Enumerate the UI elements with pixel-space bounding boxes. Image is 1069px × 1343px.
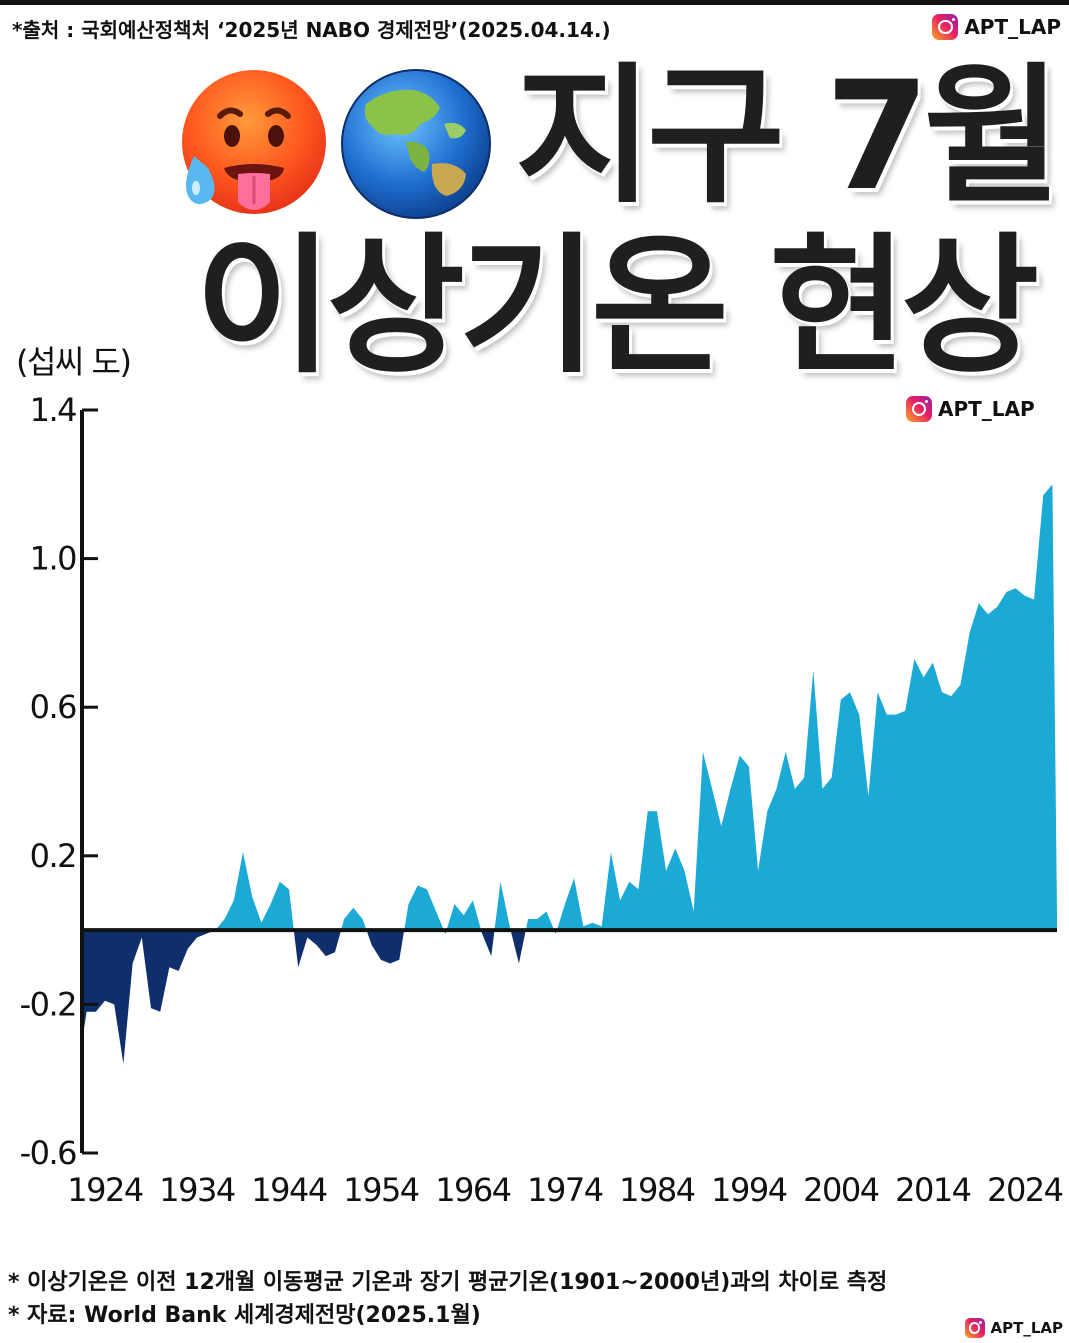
x-tick-label: 1964: [435, 1171, 511, 1209]
y-tick-label: 0.2: [30, 837, 76, 875]
x-tick-label: 1994: [711, 1171, 787, 1209]
footnote-source: * 자료: World Bank 세계경제전망(2025.1월): [8, 1303, 481, 1328]
top-border: [0, 0, 1069, 5]
brand-watermark-mid: APT_LAP: [906, 396, 1035, 422]
instagram-icon: [964, 1318, 985, 1338]
brand-watermark-top: APT_LAP: [932, 14, 1061, 40]
brand-watermark-bottom: APT_LAP: [964, 1318, 1064, 1338]
negative-anomaly-area: [82, 930, 1057, 1064]
x-tick-label: 2004: [803, 1171, 879, 1209]
y-tick-label: 1.0: [30, 540, 77, 578]
footnote-definition: * 이상기온은 이전 12개월 이동평균 기온과 장기 평균기온(1901~20…: [8, 1270, 888, 1295]
x-tick-label: 1924: [67, 1171, 143, 1209]
chart-areas: [82, 484, 1057, 1064]
x-tick-label: 2024: [987, 1171, 1063, 1209]
y-tick-label: 1.4: [30, 391, 77, 429]
x-tick-label: 2014: [895, 1171, 971, 1209]
y-axis-label: (섭씨 도): [16, 343, 130, 381]
instagram-icon: [906, 396, 932, 422]
instagram-icon: [932, 14, 959, 40]
brand-label: APT_LAP: [990, 1319, 1064, 1337]
y-axis-ticks: -0.6 -0.2 0.2 0.6 1.0 1.4: [20, 391, 98, 1172]
x-axis-ticks: 1924 1934 1944 1954 1964 1974 1984 1994 2004 2014…: [67, 1171, 1064, 1209]
y-tick-label: -0.2: [20, 985, 76, 1023]
hot-face-emoji-icon: [182, 70, 326, 214]
x-tick-label: 1934: [159, 1171, 235, 1209]
x-tick-label: 1984: [619, 1171, 695, 1209]
x-tick-label: 1944: [251, 1171, 327, 1209]
positive-anomaly-area: [82, 484, 1057, 931]
globe-emoji-icon: [341, 69, 491, 219]
source-note: *출처 : 국회예산정책처 ‘2025년 NABO 경제전망’(2025.04.…: [12, 18, 611, 42]
brand-label: APT_LAP: [964, 15, 1061, 39]
brand-label: APT_LAP: [938, 397, 1035, 421]
title-line-2: 이상기온 현상: [195, 220, 1039, 394]
y-tick-label: -0.6: [20, 1134, 77, 1172]
title-line-1: 지구 7월: [515, 50, 1062, 224]
x-tick-label: 1954: [343, 1171, 419, 1209]
x-tick-label: 1974: [527, 1171, 603, 1209]
y-tick-label: 0.6: [30, 688, 77, 726]
